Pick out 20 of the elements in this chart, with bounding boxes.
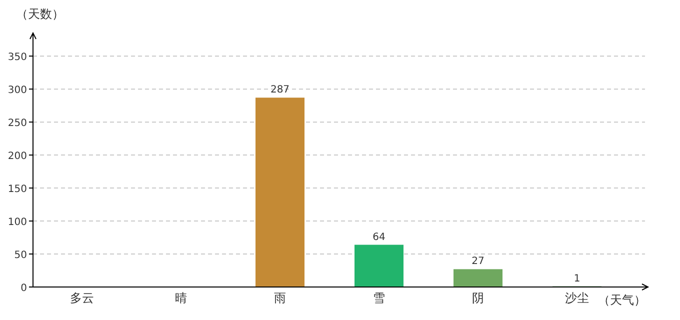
y-tick-label: 100 — [8, 217, 27, 228]
y-tick-label: 200 — [8, 151, 27, 162]
y-tick-label: 350 — [8, 52, 27, 64]
data-label: 64 — [372, 232, 386, 243]
y-tick-label: 0 — [20, 283, 27, 294]
x-tick-label: 多云 — [70, 291, 94, 305]
x-tick-label: 阴 — [472, 291, 484, 305]
y-tick-label: 250 — [8, 118, 27, 130]
data-label: 27 — [472, 256, 484, 268]
y-tick-label: 50 — [14, 250, 27, 262]
data-label: 287 — [270, 84, 290, 96]
x-axis-title: （天气） — [598, 293, 646, 307]
x-tick-label: 雪 — [373, 291, 385, 305]
x-tick-label: 沙尘 — [565, 291, 589, 305]
x-tick-label: 晴 — [175, 291, 187, 305]
y-axis-title: （天数） — [16, 7, 64, 21]
y-tick-label: 150 — [8, 184, 27, 196]
y-tick-label: 300 — [8, 85, 27, 96]
data-label: 1 — [574, 273, 580, 284]
x-tick-label: 雨 — [274, 291, 286, 305]
